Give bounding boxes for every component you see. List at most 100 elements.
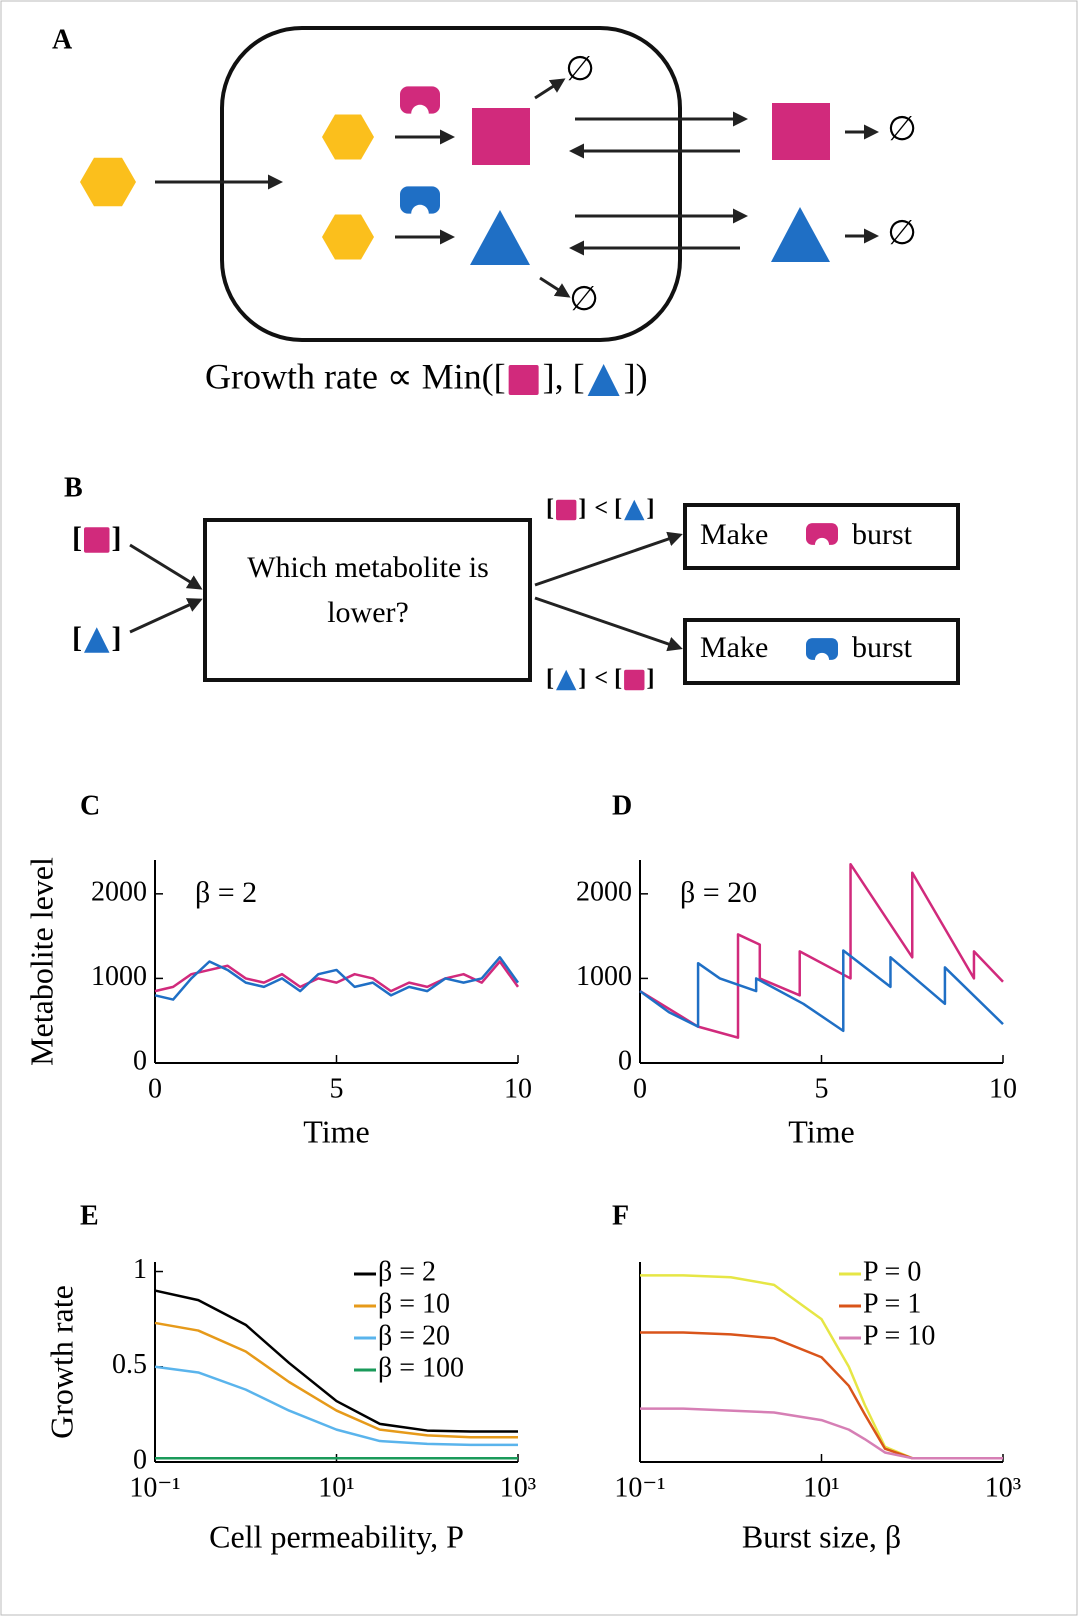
data-line bbox=[154, 1289, 518, 1433]
bracket: ] bbox=[578, 496, 586, 522]
x-tick-label: 10⁻¹ bbox=[614, 1472, 665, 1503]
x-axis-label: Burst size, β bbox=[742, 1518, 901, 1554]
bracket: [ bbox=[72, 621, 82, 654]
enzyme-notch bbox=[411, 204, 429, 223]
x-axis-label: Time bbox=[788, 1113, 854, 1149]
enzyme-notch bbox=[814, 537, 830, 552]
decision-text: lower? bbox=[327, 596, 409, 629]
arrow bbox=[534, 531, 683, 587]
x-tick-label: 10⁻¹ bbox=[129, 1472, 180, 1503]
bracket: ] bbox=[112, 621, 122, 654]
legend-label: β = 10 bbox=[378, 1288, 450, 1319]
make-text: Make bbox=[700, 631, 768, 664]
y-axis-label: Growth rate bbox=[43, 1285, 79, 1439]
less-than: < bbox=[594, 666, 608, 692]
data-line bbox=[639, 949, 1004, 1033]
null-symbol: ∅ bbox=[565, 51, 595, 88]
precursor-hexagon bbox=[322, 214, 374, 260]
precursor-hexagon bbox=[80, 157, 136, 207]
panel-label: A bbox=[52, 24, 73, 55]
y-tick-label: 2000 bbox=[576, 876, 632, 907]
metabolite-triangle bbox=[470, 210, 530, 265]
precursor-hexagon bbox=[322, 114, 374, 160]
caption-text: Growth rate ∝ Min([ bbox=[205, 356, 506, 396]
x-axis-label: Time bbox=[303, 1113, 369, 1149]
x-tick-label: 10 bbox=[989, 1073, 1017, 1104]
arrow bbox=[534, 78, 566, 100]
less-than: < bbox=[594, 496, 608, 522]
annotation: β = 2 bbox=[195, 876, 257, 909]
metabolite-triangle bbox=[624, 499, 645, 521]
data-line bbox=[639, 862, 1004, 1039]
legend-label: P = 10 bbox=[863, 1320, 935, 1351]
x-tick-label: 0 bbox=[633, 1073, 647, 1104]
bracket: [ bbox=[546, 666, 554, 692]
enzyme bbox=[806, 523, 838, 545]
metabolite-square bbox=[508, 365, 539, 395]
make-text: Make bbox=[700, 518, 768, 551]
panel-label: C bbox=[80, 790, 100, 821]
decision-box bbox=[203, 518, 532, 682]
bracket: ] bbox=[112, 521, 122, 554]
legend-label: β = 100 bbox=[378, 1352, 464, 1383]
y-tick-label: 0 bbox=[618, 1045, 632, 1076]
enzyme bbox=[400, 86, 440, 114]
y-tick-label: 1000 bbox=[91, 961, 147, 992]
enzyme-notch bbox=[814, 652, 830, 667]
y-axis-label: Metabolite level bbox=[23, 857, 59, 1066]
null-symbol: ∅ bbox=[569, 281, 599, 318]
y-tick-label: 1000 bbox=[576, 961, 632, 992]
x-tick-label: 10³ bbox=[985, 1472, 1021, 1503]
burst-text: burst bbox=[852, 518, 913, 551]
metabolite-square bbox=[772, 103, 830, 160]
y-tick-label: 0 bbox=[133, 1045, 147, 1076]
metabolite-triangle bbox=[587, 364, 620, 396]
null-symbol: ∅ bbox=[887, 215, 917, 252]
arrow bbox=[539, 276, 571, 298]
metabolite-triangle bbox=[556, 669, 577, 691]
metabolite-triangle bbox=[771, 207, 830, 262]
arrow bbox=[534, 596, 683, 652]
y-tick-label: 0.5 bbox=[112, 1349, 147, 1380]
metabolite-square bbox=[556, 499, 577, 521]
annotation: β = 20 bbox=[680, 876, 757, 909]
metabolite-square bbox=[84, 527, 110, 553]
legend-label: β = 20 bbox=[378, 1320, 450, 1351]
caption-text: ]) bbox=[624, 356, 648, 396]
burst-text: burst bbox=[852, 631, 913, 664]
x-tick-label: 10¹ bbox=[318, 1472, 354, 1503]
x-tick-label: 0 bbox=[148, 1073, 162, 1104]
x-tick-label: 10³ bbox=[500, 1472, 536, 1503]
legend-label: P = 0 bbox=[863, 1256, 921, 1287]
bracket: [ bbox=[614, 496, 622, 522]
null-symbol: ∅ bbox=[887, 111, 917, 148]
cell bbox=[220, 26, 682, 342]
decision-text: Which metabolite is bbox=[247, 551, 489, 584]
y-tick-label: 0 bbox=[133, 1444, 147, 1475]
caption-text: ], [ bbox=[543, 356, 585, 396]
legend-label: β = 2 bbox=[378, 1256, 436, 1287]
data-line bbox=[640, 1331, 1003, 1460]
arrow bbox=[129, 598, 203, 634]
data-line bbox=[640, 1407, 1003, 1460]
x-tick-label: 10¹ bbox=[803, 1472, 839, 1503]
data-line bbox=[154, 956, 520, 1001]
metabolite-triangle bbox=[84, 627, 110, 653]
legend-label: P = 1 bbox=[863, 1288, 921, 1319]
x-tick-label: 5 bbox=[330, 1073, 344, 1104]
bracket: ] bbox=[646, 496, 654, 522]
panel-label: D bbox=[612, 790, 632, 821]
metabolite-square bbox=[624, 669, 645, 691]
data-line bbox=[154, 960, 520, 993]
x-tick-label: 5 bbox=[815, 1073, 829, 1104]
data-line bbox=[154, 1365, 518, 1447]
panel-label: F bbox=[612, 1200, 629, 1231]
metabolite-square bbox=[472, 108, 530, 165]
data-line bbox=[154, 1321, 518, 1439]
enzyme bbox=[806, 638, 838, 660]
x-tick-label: 10 bbox=[504, 1073, 532, 1104]
bracket: ] bbox=[578, 666, 586, 692]
y-tick-label: 1 bbox=[133, 1254, 147, 1285]
bracket: ] bbox=[646, 666, 654, 692]
